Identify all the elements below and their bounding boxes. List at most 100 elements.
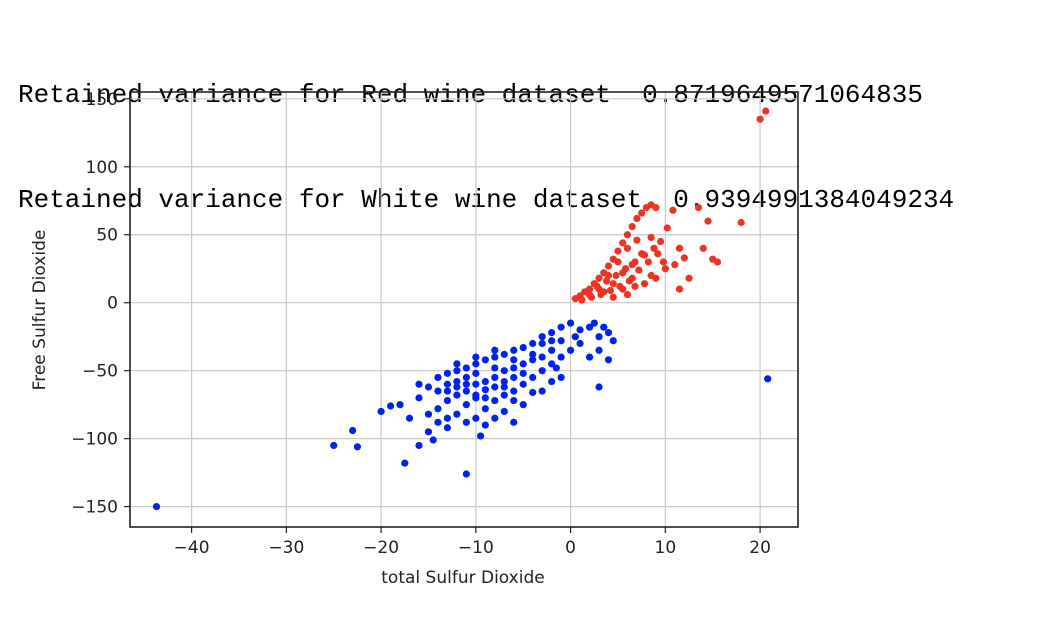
scatter-point xyxy=(647,233,655,242)
scatter-point xyxy=(453,377,461,386)
scatter-point xyxy=(415,441,423,450)
x-tick-label: 10 xyxy=(655,538,677,558)
scatter-point xyxy=(650,244,658,252)
scatter-point xyxy=(638,250,646,258)
scatter-point xyxy=(443,424,452,432)
y-tick-label: 50 xyxy=(96,226,118,246)
scatter-point xyxy=(424,410,433,418)
scatter-point xyxy=(443,414,452,422)
scatter-point xyxy=(529,373,537,382)
scatter-point xyxy=(519,369,527,377)
scatter-point xyxy=(657,237,665,246)
scatter-point xyxy=(595,333,603,341)
scatter-point xyxy=(694,203,703,212)
scatter-point xyxy=(680,254,688,262)
scatter-point xyxy=(552,364,560,372)
red-wine-variance-line: Retained variance for Red wine dataset 0… xyxy=(18,80,923,110)
scatter-point xyxy=(595,274,603,282)
scatter-point xyxy=(609,337,617,345)
scatter-point xyxy=(538,339,546,348)
scatter-point xyxy=(330,441,338,450)
scatter-point xyxy=(429,436,437,444)
y-tick-label: −150 xyxy=(71,498,118,518)
scatter-point xyxy=(462,380,470,388)
scatter-point xyxy=(462,387,470,395)
scatter-point xyxy=(443,396,452,405)
scatter-point xyxy=(557,353,565,361)
scatter-point xyxy=(472,380,480,388)
scatter-point xyxy=(472,360,480,368)
scatter-point xyxy=(424,383,433,391)
y-tick-label: −50 xyxy=(82,362,118,382)
scatter-point xyxy=(476,432,485,440)
y-tick-label: 150 xyxy=(86,90,118,110)
x-axis-label: total Sulfur Dioxide xyxy=(381,568,544,588)
scatter-point xyxy=(609,293,617,301)
scatter-point xyxy=(623,244,632,252)
scatter-point xyxy=(500,407,508,416)
scatter-point xyxy=(443,380,452,388)
scatter-point xyxy=(510,346,518,354)
scatter-point xyxy=(386,402,395,410)
scatter-point xyxy=(415,394,423,402)
scatter-point xyxy=(472,414,480,422)
scatter-point xyxy=(557,373,565,382)
scatter-point xyxy=(713,258,722,266)
scatter-point xyxy=(453,383,461,391)
scatter-point xyxy=(661,265,669,273)
scatter-point xyxy=(604,356,613,364)
scatter-point xyxy=(405,414,414,422)
scatter-point xyxy=(576,326,584,334)
scatter-point xyxy=(491,364,499,372)
scatter-point xyxy=(510,387,518,395)
scatter-point xyxy=(548,377,556,386)
scatter-point xyxy=(519,380,527,388)
scatter-point xyxy=(500,367,508,375)
scatter-point xyxy=(585,353,594,361)
scatter-point xyxy=(481,377,489,386)
scatter-point xyxy=(500,377,508,386)
scatter-point xyxy=(571,333,579,341)
x-tick-label: −20 xyxy=(363,538,399,558)
scatter-point xyxy=(453,391,461,399)
scatter-point xyxy=(557,323,565,331)
scatter-point xyxy=(604,271,613,280)
scatter-point xyxy=(614,247,622,255)
scatter-point xyxy=(612,271,620,280)
scatter-point xyxy=(652,203,660,212)
scatter-point xyxy=(640,280,649,288)
scatter-point xyxy=(633,214,641,223)
scatter-point xyxy=(500,383,508,391)
scatter-point xyxy=(595,383,603,391)
scatter-point xyxy=(453,367,461,375)
scatter-point xyxy=(415,380,423,388)
scatter-point xyxy=(604,262,613,270)
scatter-point xyxy=(623,231,632,239)
scatter-point xyxy=(628,222,636,231)
scatter-point xyxy=(756,115,764,123)
scatter-point xyxy=(585,285,594,293)
scatter-point xyxy=(631,282,639,290)
scatter-point xyxy=(519,343,527,352)
scatter-point xyxy=(462,401,470,409)
scatter-point xyxy=(585,323,594,331)
scatter-point xyxy=(481,386,489,394)
scatter-point xyxy=(491,346,499,354)
scatter-point xyxy=(462,373,470,382)
scatter-point xyxy=(590,319,598,327)
scatter-point xyxy=(609,280,617,288)
white-wine-variance-line: Retained variance for White wine dataset… xyxy=(18,185,955,215)
scatter-point xyxy=(595,285,603,293)
scatter-point xyxy=(671,261,679,269)
scatter-point xyxy=(396,401,404,409)
scatter-point xyxy=(647,271,655,280)
scatter-point xyxy=(481,421,489,429)
scatter-point xyxy=(472,394,480,402)
scatter-point xyxy=(453,410,461,418)
scatter-point xyxy=(644,258,652,266)
x-tick-label: −40 xyxy=(174,538,210,558)
red-series xyxy=(571,107,770,304)
scatter-point xyxy=(434,418,442,426)
